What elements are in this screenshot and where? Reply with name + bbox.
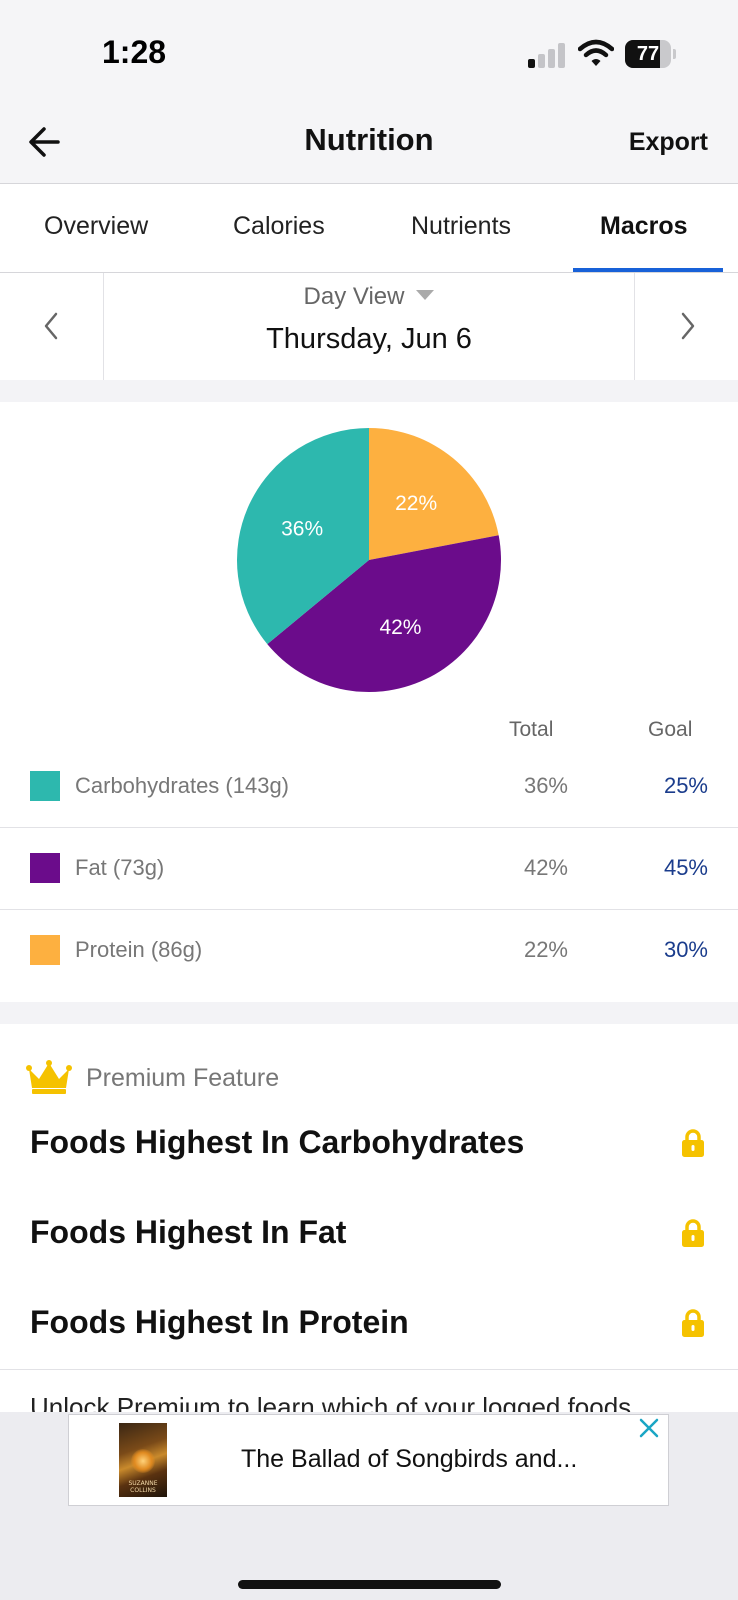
pie-label-carbohydrates: 36% <box>281 518 323 541</box>
lock-icon <box>682 1309 704 1337</box>
previous-day-button[interactable] <box>0 273 104 380</box>
lock-icon <box>682 1219 704 1247</box>
active-tab-indicator <box>573 268 723 272</box>
total-column-header: Total <box>509 718 554 741</box>
macro-goal: 45% <box>663 855 708 880</box>
nav-bar: Nutrition Export <box>0 100 738 184</box>
tab-overview[interactable]: Overview <box>44 212 149 240</box>
battery-percent: 77 <box>636 43 660 65</box>
legend-swatch-protein <box>30 935 60 965</box>
legend-swatch-fat <box>30 853 60 883</box>
caret-down-icon <box>416 290 435 300</box>
divider <box>0 1369 738 1370</box>
battery-icon: 77 <box>625 40 676 68</box>
date-label: Thursday, Jun 6 <box>266 323 472 355</box>
macro-label: Protein (86g) <box>75 937 203 962</box>
macro-total: 22% <box>523 937 568 962</box>
legend-swatch-carbohydrates <box>30 771 60 801</box>
close-icon[interactable] <box>638 1417 660 1439</box>
wifi-icon <box>578 39 614 66</box>
macro-row-fat: Fat (73g) 42% 45% <box>0 828 738 910</box>
ad-book-author: SUZANNE COLLINS <box>128 1480 158 1494</box>
macro-label: Fat (73g) <box>75 855 165 880</box>
tab-bar: Overview Calories Nutrients Macros <box>0 184 738 273</box>
unlock-premium-text: Unlock Premium to learn which of your lo… <box>30 1392 632 1412</box>
food-row-title: Foods Highest In Protein <box>30 1304 409 1340</box>
pie-slice-fat <box>267 535 502 692</box>
next-day-button[interactable] <box>634 273 738 380</box>
tab-calories[interactable]: Calories <box>233 212 325 240</box>
foods-highest-carbohydrates-row[interactable]: Foods Highest In Carbohydrates <box>0 1100 738 1190</box>
macros-chart-card: 22% 42% 36% Total Goal Carbohydrates (143g… <box>0 402 738 1002</box>
macro-goal: 25% <box>663 773 708 798</box>
export-button[interactable]: Export <box>628 128 708 156</box>
ad-banner[interactable]: SUZANNE COLLINS The Ballad of Songbirds … <box>68 1414 669 1506</box>
macro-label: Carbohydrates (143g) <box>75 773 290 798</box>
pie-slice-carbohydrates <box>236 428 369 645</box>
pie-label-protein: 22% <box>395 492 437 515</box>
status-time: 1:28 <box>102 34 167 70</box>
food-row-title: Foods Highest In Fat <box>30 1214 347 1250</box>
macros-pie-chart: 22% 42% 36% <box>236 428 502 692</box>
foods-highest-protein-row[interactable]: Foods Highest In Protein <box>0 1280 738 1370</box>
pie-slice-protein <box>369 428 499 560</box>
chevron-right-icon <box>681 312 695 340</box>
cellular-signal-icon <box>528 42 568 68</box>
tab-macros[interactable]: Macros <box>600 212 688 240</box>
premium-feature-card: Premium Feature Foods Highest In Carbohy… <box>0 1024 738 1412</box>
lock-icon <box>682 1129 704 1157</box>
date-selector: Day View Thursday, Jun 6 <box>0 273 738 380</box>
ad-book-cover-image: SUZANNE COLLINS <box>119 1423 167 1497</box>
macro-goal: 30% <box>663 937 708 962</box>
ad-title: The Ballad of Songbirds and... <box>241 1445 578 1473</box>
arrow-left-icon[interactable] <box>22 118 70 166</box>
page-title: Nutrition <box>304 122 434 157</box>
foods-highest-fat-row[interactable]: Foods Highest In Fat <box>0 1190 738 1280</box>
premium-feature-label: Premium Feature <box>86 1064 280 1092</box>
view-dropdown-label: Day View <box>303 283 405 310</box>
view-dropdown[interactable]: Day View <box>104 283 634 311</box>
home-indicator <box>238 1580 501 1589</box>
goal-column-header: Goal <box>648 718 693 741</box>
tab-nutrients[interactable]: Nutrients <box>411 212 512 240</box>
macro-row-protein: Protein (86g) 22% 30% <box>0 910 738 992</box>
pie-label-fat: 42% <box>379 616 421 639</box>
macro-total: 36% <box>523 773 568 798</box>
food-row-title: Foods Highest In Carbohydrates <box>30 1124 525 1160</box>
status-bar: 1:28 77 <box>0 0 738 100</box>
ad-area: SUZANNE COLLINS The Ballad of Songbirds … <box>0 1412 738 1600</box>
chevron-left-icon <box>44 312 58 340</box>
macro-total: 42% <box>523 855 568 880</box>
crown-icon <box>26 1060 72 1094</box>
macro-row-carbohydrates: Carbohydrates (143g) 36% 25% <box>0 746 738 828</box>
